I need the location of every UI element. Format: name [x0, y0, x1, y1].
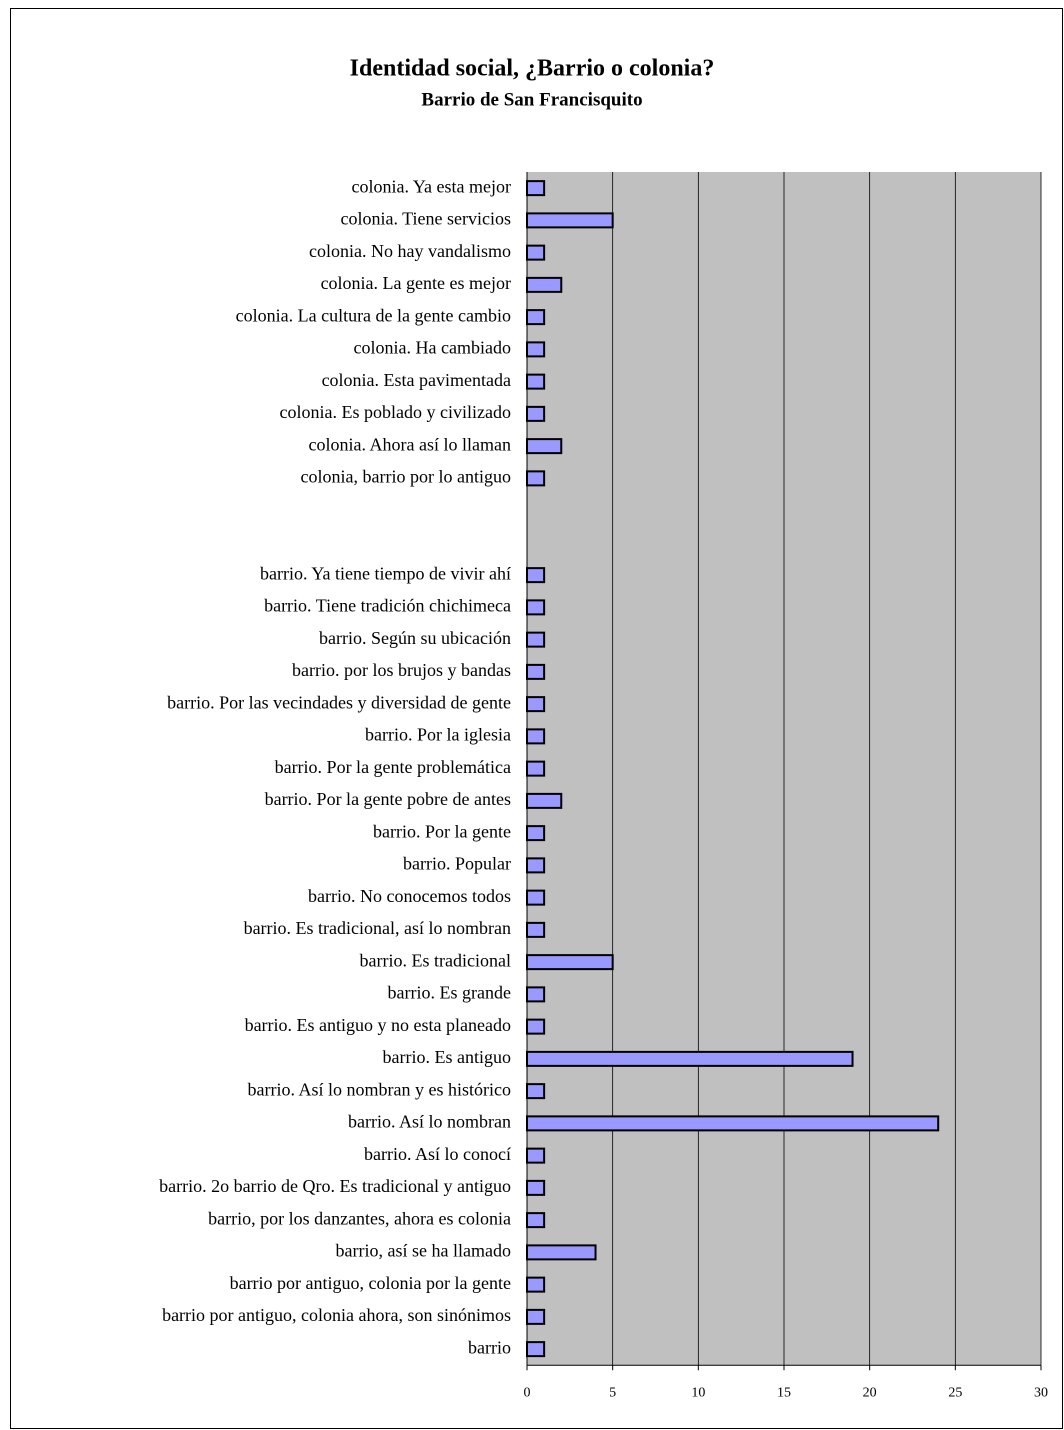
bar [526, 921, 546, 938]
bar [526, 309, 546, 326]
x-tick-label: 30 [1034, 1385, 1048, 1400]
y-tick-label: barrio. Así lo conocí [364, 1144, 511, 1164]
y-tick-label: barrio. Por la gente problemática [275, 757, 511, 777]
bar [526, 631, 546, 648]
y-tick-label: barrio. Ya tiene tiempo de vivir ahí [260, 563, 511, 583]
y-tick-label: barrio. No conocemos todos [308, 886, 511, 906]
x-tick-label: 20 [863, 1385, 877, 1400]
bar [526, 1276, 546, 1293]
y-tick-label: colonia. No hay vandalismo [309, 241, 511, 261]
y-tick-label: barrio. Es antiguo y no esta planeado [245, 1015, 511, 1035]
y-tick-label: barrio, así se ha llamado [336, 1241, 511, 1261]
y-tick-label: colonia. Ha cambiado [354, 338, 511, 358]
x-tick-label: 0 [524, 1385, 531, 1400]
bar [526, 1341, 546, 1358]
x-tick-label: 15 [777, 1385, 791, 1400]
bar [526, 1083, 546, 1100]
x-tick-label: 5 [609, 1385, 616, 1400]
bar [526, 438, 563, 455]
y-tick-label: barrio [468, 1337, 511, 1357]
y-tick-label: barrio. Por la gente [373, 821, 511, 841]
bar [526, 405, 546, 422]
y-tick-label: colonia. La cultura de la gente cambio [236, 305, 511, 325]
y-tick-label: barrio. Así lo nombran y es histórico [248, 1079, 511, 1099]
bar [526, 276, 563, 293]
bar [526, 1244, 597, 1261]
x-tick-label: 25 [948, 1385, 962, 1400]
y-tick-label: barrio. Es tradicional [360, 950, 511, 970]
bar [526, 1050, 854, 1067]
bar [526, 986, 546, 1003]
y-tick-label: barrio por antiguo, colonia ahora, son s… [162, 1305, 511, 1325]
y-tick-label: barrio. Por la gente pobre de antes [265, 789, 511, 809]
y-tick-label: barrio. Es antiguo [383, 1047, 511, 1067]
bar [526, 792, 563, 809]
chart-title: Identidad social, ¿Barrio o colonia? [350, 56, 715, 82]
bar [526, 663, 546, 680]
y-tick-label: barrio. Popular [403, 854, 511, 874]
y-tick-label: barrio, por los danzantes, ahora es colo… [208, 1208, 511, 1228]
y-tick-label: barrio. Así lo nombran [348, 1112, 511, 1132]
y-tick-label: colonia. Ahora así lo llaman [309, 434, 511, 454]
y-tick-label: barrio por antiguo, colonia por la gente [230, 1273, 511, 1293]
y-tick-label: barrio. por los brujos y bandas [292, 660, 511, 680]
chart-subtitle: Barrio de San Francisquito [421, 89, 642, 110]
bar [526, 244, 546, 261]
y-tick-label: colonia. La gente es mejor [321, 273, 511, 293]
y-tick-label: colonia, barrio por lo antiguo [301, 467, 511, 487]
y-tick-label: barrio. Por las vecindades y diversidad … [167, 692, 511, 712]
bar [526, 696, 546, 713]
x-tick-label: 10 [691, 1385, 705, 1400]
bar [526, 857, 546, 874]
y-tick-label: colonia. Esta pavimentada [322, 370, 511, 390]
bar [526, 728, 546, 745]
bar [526, 373, 546, 390]
bar [526, 1212, 546, 1229]
bar [526, 760, 546, 777]
bar [526, 954, 614, 971]
bar [526, 1147, 546, 1164]
bar [526, 341, 546, 358]
bar [526, 1308, 546, 1325]
y-tick-label: barrio. Tiene tradición chichimeca [264, 596, 511, 616]
bar [526, 825, 546, 842]
y-tick-label: colonia. Es poblado y civilizado [280, 402, 511, 422]
bar [526, 180, 546, 197]
bar [526, 1018, 546, 1035]
bar [526, 567, 546, 584]
bar [526, 470, 546, 487]
y-tick-label: colonia. Ya esta mejor [352, 176, 511, 196]
y-tick-label: barrio. Según su ubicación [319, 628, 511, 648]
y-tick-label: barrio. Por la iglesia [365, 725, 511, 745]
y-tick-label: barrio. Es tradicional, así lo nombran [244, 918, 511, 938]
bar [526, 212, 614, 229]
y-tick-label: barrio. Es grande [388, 983, 511, 1003]
y-tick-label: colonia. Tiene servicios [341, 209, 511, 229]
y-tick-label: barrio. 2o barrio de Qro. Es tradicional… [159, 1176, 511, 1196]
bar [526, 889, 546, 906]
bar [526, 1179, 546, 1196]
bar [526, 1115, 940, 1132]
bar [526, 599, 546, 616]
